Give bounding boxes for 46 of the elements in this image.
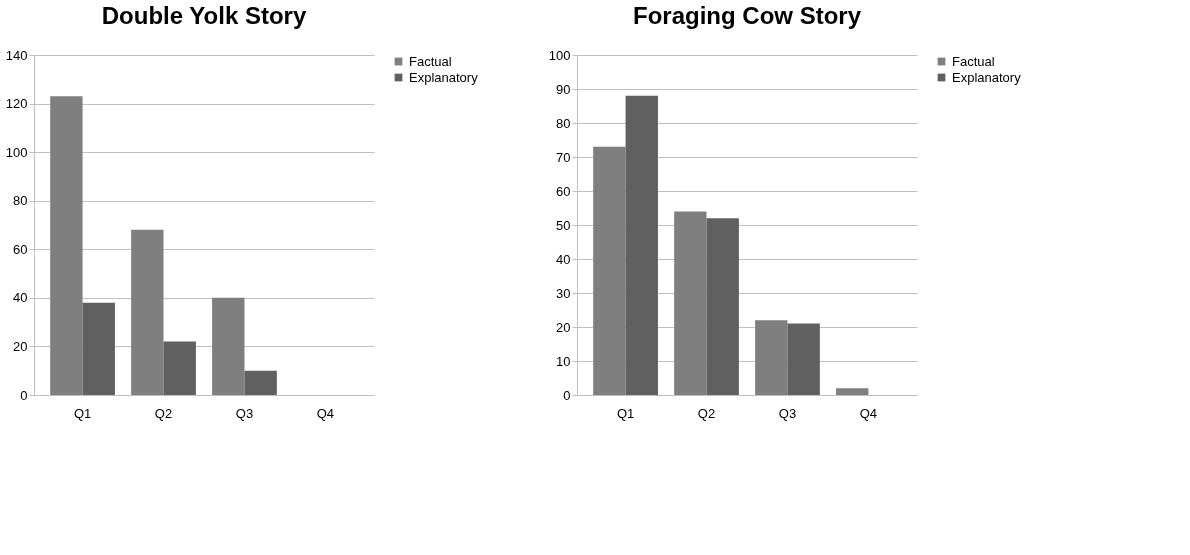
bar: [50, 96, 83, 395]
y-tick-label: 50: [556, 217, 571, 233]
y-tick-label: 40: [556, 251, 571, 267]
x-tick-label: Q2: [154, 405, 173, 421]
x-tick-label: Q3: [778, 405, 797, 421]
x-tick-label: Q3: [235, 405, 254, 421]
x-tick-label: Q1: [616, 405, 635, 421]
legend-label: Factual: [409, 53, 452, 69]
x-tick-label: Q4: [316, 405, 335, 421]
x-tick-label: Q4: [859, 405, 878, 421]
y-tick-label: 0: [20, 387, 28, 403]
y-tick-label: 30: [556, 285, 571, 301]
legend-label: Explanatory: [952, 69, 1022, 85]
y-tick-label: 60: [556, 183, 571, 199]
bar: [787, 323, 820, 395]
bar: [625, 95, 658, 395]
bar: [131, 229, 164, 395]
y-tick-label: 40: [13, 290, 28, 306]
y-tick-label: 60: [13, 241, 28, 257]
bar: [244, 370, 277, 395]
chart-title: Double Yolk Story: [101, 2, 307, 29]
y-tick-label: 20: [556, 319, 571, 335]
y-tick-label: 70: [556, 149, 571, 165]
bar: [163, 341, 196, 395]
y-tick-label: 100: [5, 144, 28, 160]
y-tick-label: 20: [13, 338, 28, 354]
chart-title: Foraging Cow Story: [633, 2, 862, 29]
bar: [674, 211, 707, 395]
y-tick-label: 80: [556, 115, 571, 131]
y-tick-label: 140: [5, 47, 28, 63]
bar: [82, 302, 115, 395]
legend-label: Explanatory: [409, 69, 479, 85]
y-tick-label: 120: [5, 96, 28, 112]
legend-label: Factual: [952, 53, 995, 69]
y-tick-label: 90: [556, 81, 571, 97]
y-tick-label: 80: [13, 193, 28, 209]
y-tick-label: 0: [563, 387, 571, 403]
bar: [593, 146, 626, 395]
x-tick-label: Q2: [697, 405, 716, 421]
bar: [706, 218, 739, 395]
bar: [755, 320, 788, 395]
bar: [836, 388, 869, 395]
y-tick-label: 10: [556, 353, 571, 369]
y-tick-label: 100: [548, 47, 571, 63]
x-tick-label: Q1: [73, 405, 92, 421]
bar: [212, 297, 245, 395]
